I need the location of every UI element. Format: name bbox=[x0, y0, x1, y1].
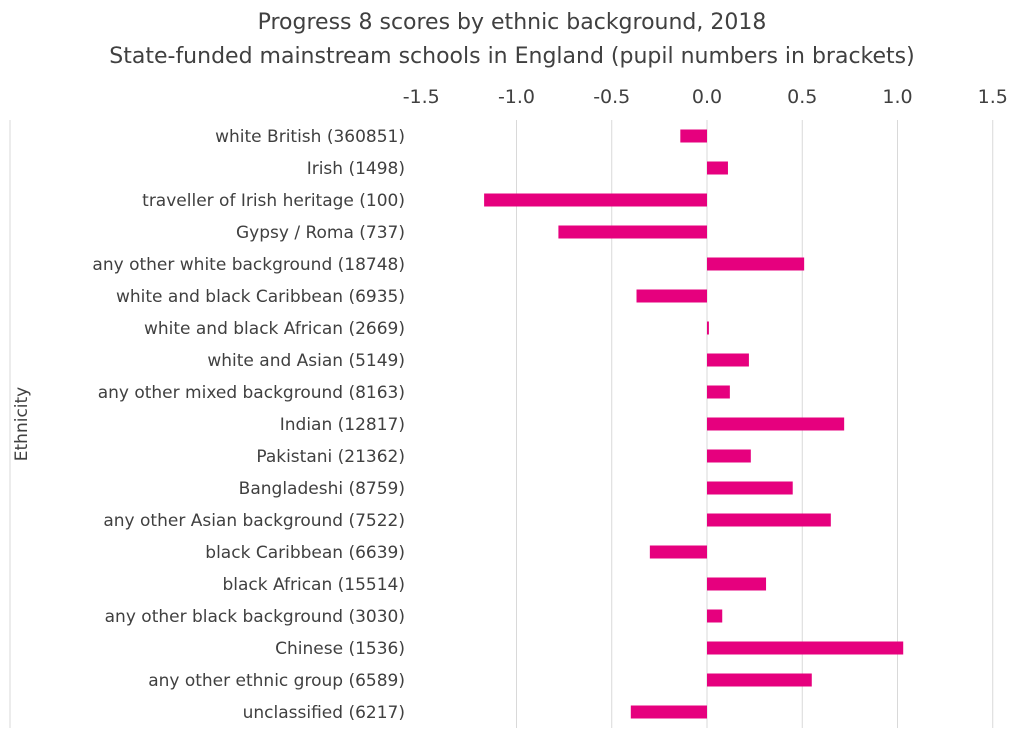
category-label: any other Asian background (7522) bbox=[103, 511, 405, 531]
y-axis-title: Ethnicity bbox=[12, 387, 32, 461]
chart-title: Progress 8 scores by ethnic background, … bbox=[258, 10, 767, 35]
category-label: white and Asian (5149) bbox=[207, 351, 405, 371]
x-tick-label: 0.5 bbox=[787, 86, 817, 108]
bar bbox=[707, 257, 805, 271]
category-label: any other mixed background (8163) bbox=[98, 383, 405, 403]
x-axis-ticks: -1.5 -1.0 -0.5 0.0 0.5 1.0 1.5 bbox=[403, 86, 1008, 108]
bar bbox=[649, 545, 707, 559]
bar bbox=[707, 449, 751, 463]
category-label: black Caribbean (6639) bbox=[205, 543, 405, 563]
bar bbox=[707, 577, 767, 591]
category-label: Pakistani (21362) bbox=[256, 447, 405, 467]
category-label: white and black African (2669) bbox=[144, 319, 405, 339]
bar bbox=[707, 513, 831, 527]
category-label: Irish (1498) bbox=[307, 159, 405, 179]
chart-subtitle: State-funded mainstream schools in Engla… bbox=[109, 44, 914, 69]
category-labels: white British (360851) Irish (1498) travel… bbox=[92, 127, 405, 723]
bar bbox=[630, 705, 707, 719]
bar bbox=[707, 161, 728, 175]
category-label: white and black Caribbean (6935) bbox=[116, 287, 405, 307]
bar bbox=[707, 385, 730, 399]
category-label: traveller of Irish heritage (100) bbox=[142, 191, 405, 211]
bar bbox=[707, 673, 812, 687]
bar bbox=[636, 289, 707, 303]
x-tick-label: 1.0 bbox=[882, 86, 912, 108]
bar bbox=[558, 225, 707, 239]
x-tick-label: 1.5 bbox=[978, 86, 1008, 108]
bar bbox=[707, 609, 723, 623]
category-label: white British (360851) bbox=[215, 127, 405, 147]
bar bbox=[707, 321, 709, 335]
category-label: Gypsy / Roma (737) bbox=[236, 223, 405, 243]
bars bbox=[484, 129, 904, 719]
category-label: any other black background (3030) bbox=[105, 607, 405, 627]
category-label: any other white background (18748) bbox=[92, 255, 405, 275]
x-tick-label: -0.5 bbox=[593, 86, 630, 108]
category-label: any other ethnic group (6589) bbox=[148, 671, 405, 691]
bar bbox=[707, 353, 749, 367]
category-label: Indian (12817) bbox=[280, 415, 405, 435]
bar bbox=[707, 417, 845, 431]
category-label: Bangladeshi (8759) bbox=[239, 479, 405, 499]
x-tick-label: -1.0 bbox=[498, 86, 535, 108]
bar bbox=[680, 129, 707, 143]
bar bbox=[707, 481, 793, 495]
bar bbox=[707, 641, 904, 655]
category-label: black African (15514) bbox=[222, 575, 405, 595]
x-tick-label: 0.0 bbox=[692, 86, 722, 108]
x-tick-label: -1.5 bbox=[403, 86, 440, 108]
bar bbox=[484, 193, 707, 207]
category-label: Chinese (1536) bbox=[275, 639, 405, 659]
category-label: unclassified (6217) bbox=[243, 703, 405, 723]
